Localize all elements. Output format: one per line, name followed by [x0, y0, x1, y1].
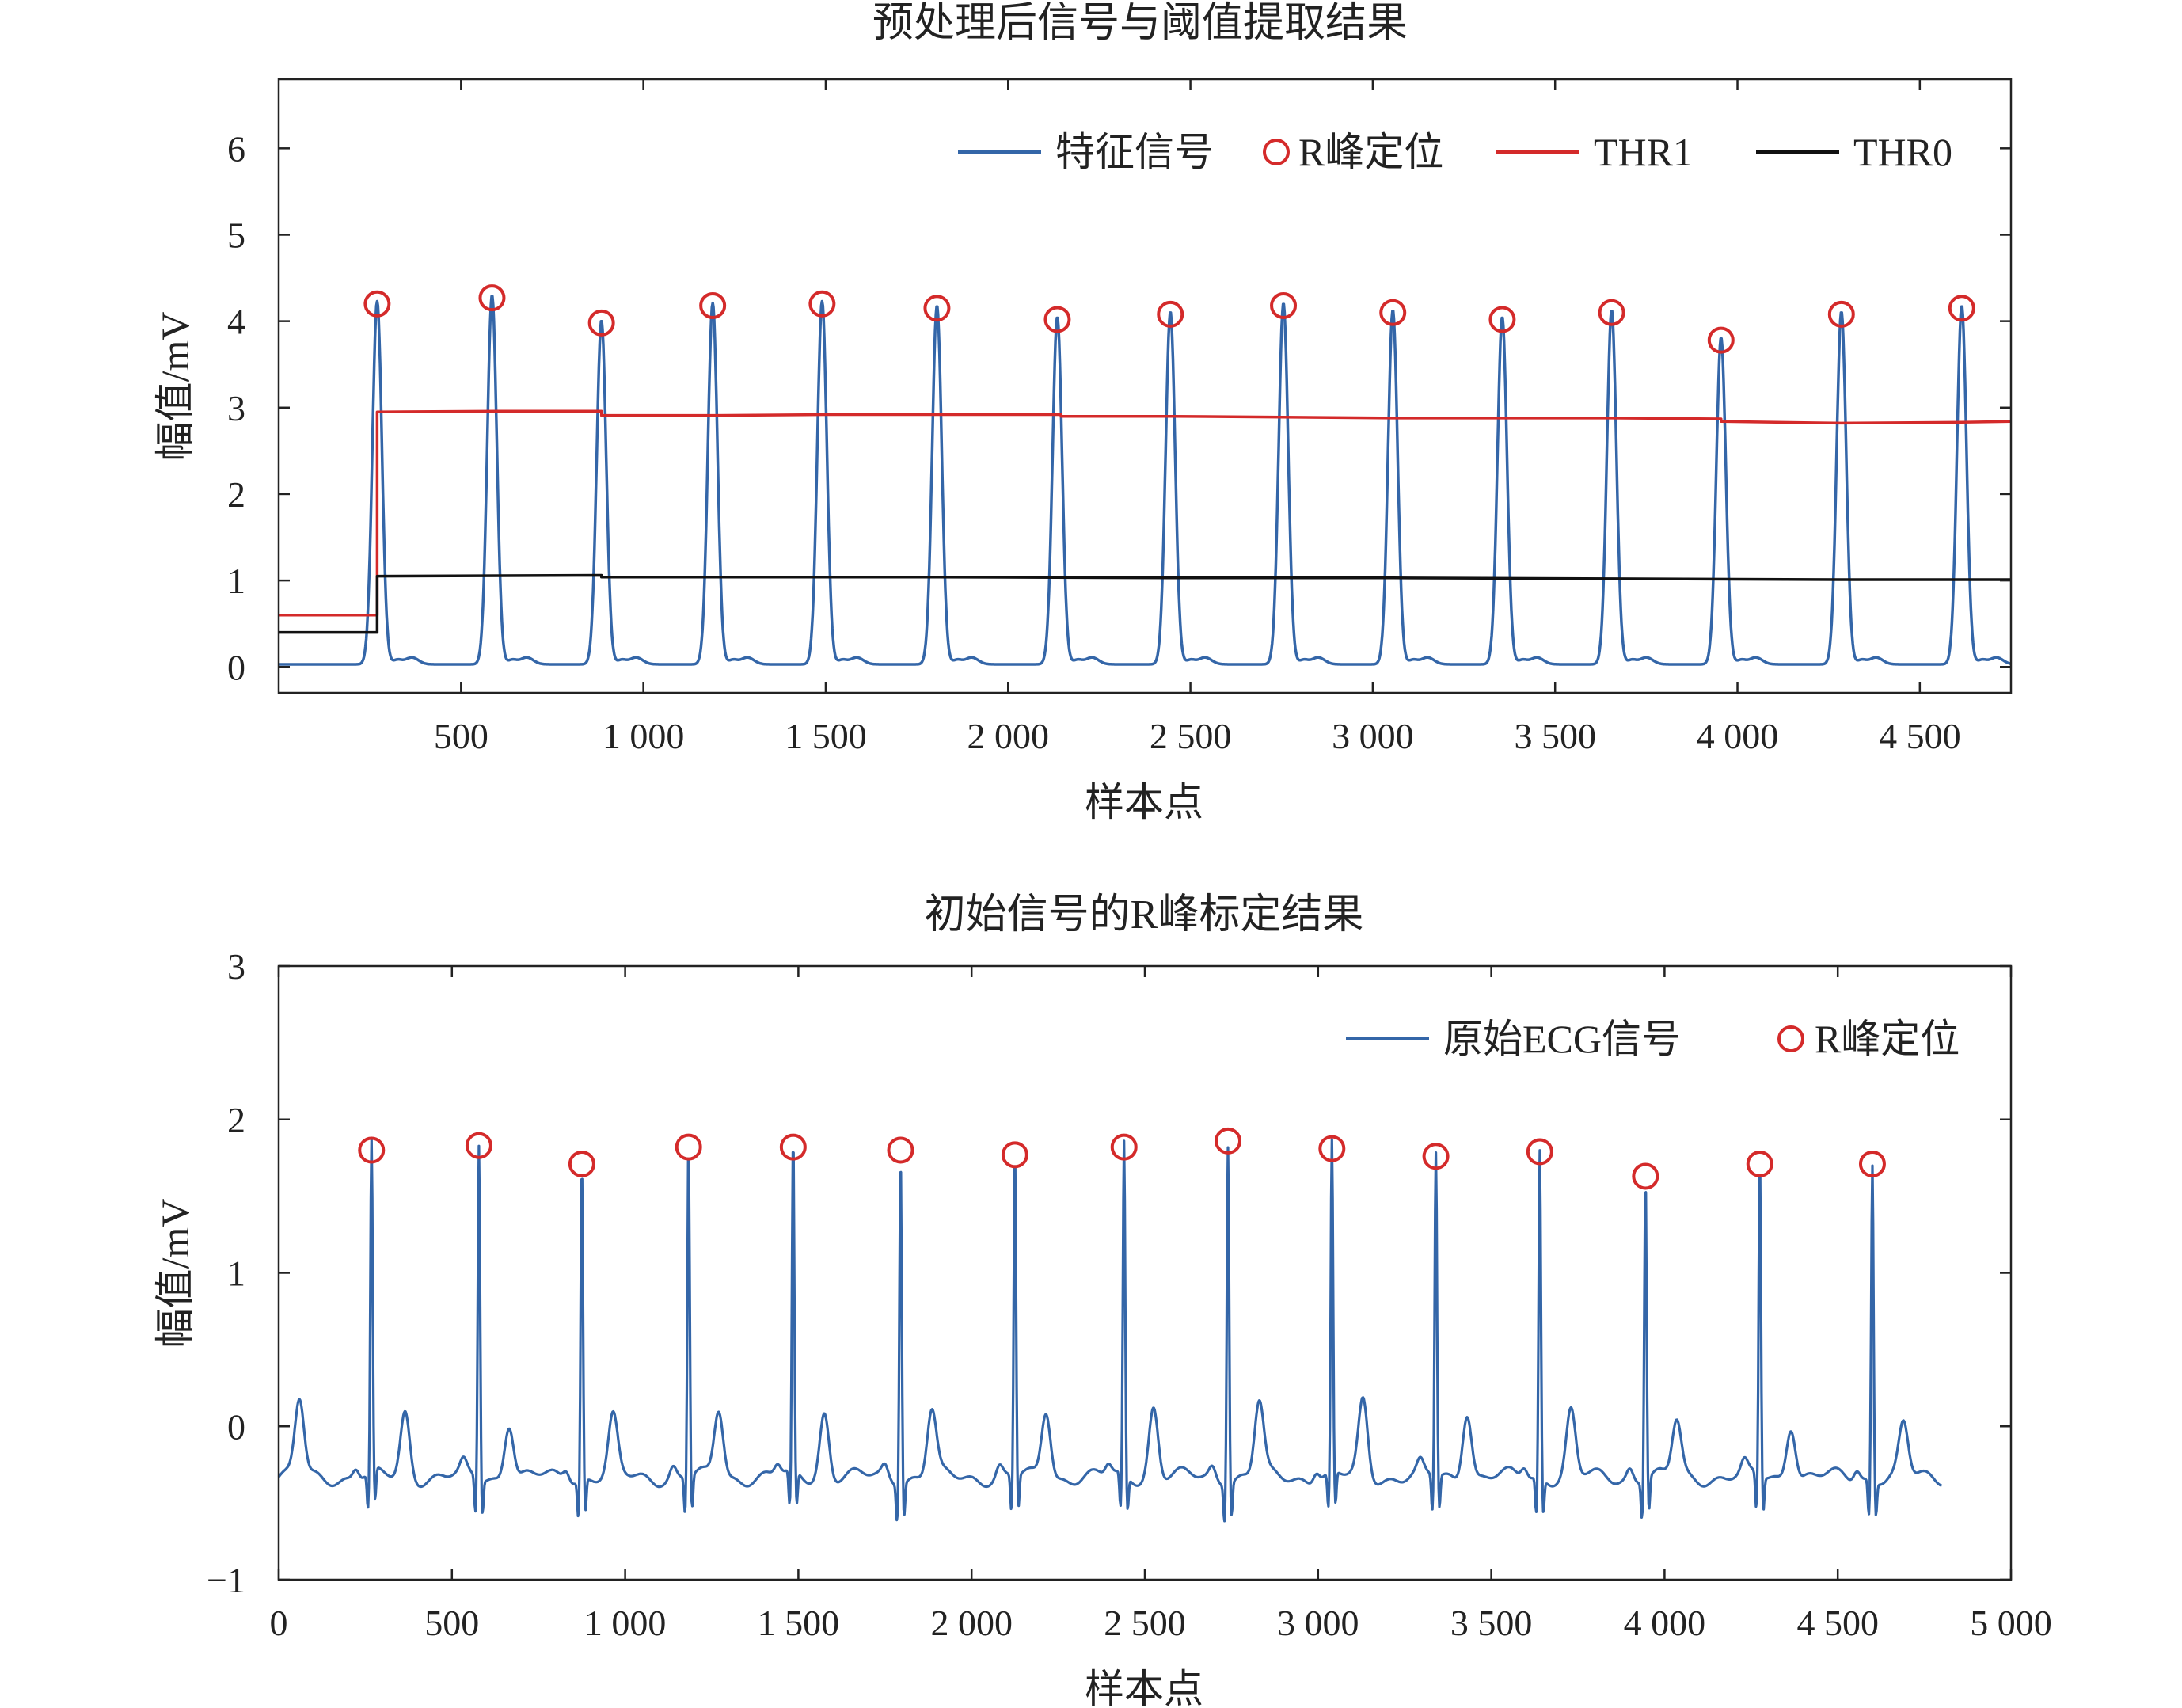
legend-label-r-peak: R峰定位	[1815, 1017, 1960, 1061]
series-thr1	[279, 409, 2012, 617]
r-peak-marker	[808, 290, 836, 318]
x-tick-label: 2 500	[1104, 1603, 1186, 1643]
r-peak-marker	[1827, 300, 1855, 328]
x-tick-label: 3 000	[1332, 716, 1414, 756]
series-thr0	[279, 573, 2011, 634]
axes: 0 500 1 000 1 500 2 000 2 500 3 000 3 500 4 000 4…	[207, 946, 2052, 1643]
chart-preprocessed-signal: 预处理后信号与阈值提取结果 500 1 000 1 500 2 000 2 500 3 0…	[153, 1, 2013, 824]
x-tick-label: 4 500	[1879, 716, 1961, 756]
x-tick-label: 4 500	[1796, 1603, 1879, 1643]
r-peak-marker	[1001, 1141, 1028, 1169]
r-peak-marker	[1043, 306, 1071, 333]
y-tick-label: −1	[207, 1560, 245, 1600]
x-tick-label: 2 500	[1150, 716, 1232, 756]
r-peak-marker	[363, 290, 391, 318]
legend: 特征信号 R峰定位 THR1 THR0	[958, 130, 1952, 174]
r-peak-marker	[1488, 306, 1516, 333]
y-tick-label: 3	[227, 946, 245, 987]
legend: 原始ECG信号 R峰定位	[1346, 1017, 1960, 1061]
r-peak-marker	[1318, 1135, 1346, 1162]
x-tick-label: 500	[434, 716, 488, 756]
r-peak-marker	[1526, 1138, 1553, 1166]
x-tick-label: 500	[424, 1603, 479, 1643]
x-axis-label: 样本点	[1085, 780, 1203, 824]
x-tick-label: 5 000	[1970, 1603, 2052, 1643]
legend-label-raw-ecg: 原始ECG信号	[1443, 1017, 1681, 1061]
y-axis-label: 幅值/mV	[153, 1199, 197, 1349]
chart-title: 预处理后信号与阈值提取结果	[872, 1, 1408, 46]
x-axis-label: 样本点	[1085, 1667, 1203, 1708]
series-feature-signal	[278, 295, 2012, 666]
r-peak-marker	[699, 291, 727, 319]
r-peak-marker	[1632, 1162, 1659, 1190]
legend-label-r-peak: R峰定位	[1298, 130, 1443, 174]
x-tick-label: 1 000	[603, 716, 685, 756]
r-peak-marker	[1422, 1143, 1450, 1170]
x-tick-label: 4 000	[1624, 1603, 1706, 1643]
r-peak-marker	[587, 309, 615, 337]
r-peak-marker	[887, 1136, 914, 1164]
r-peak-marker	[1379, 299, 1407, 326]
y-tick-label: 3	[227, 388, 245, 428]
x-tick-label: 1 500	[758, 1603, 840, 1643]
x-tick-label: 3 000	[1277, 1603, 1359, 1643]
y-tick-label: 1	[227, 561, 245, 601]
r-peak-marker	[675, 1133, 702, 1161]
r-peak-marker	[568, 1150, 595, 1177]
r-peak-marker	[779, 1133, 807, 1161]
r-peak-marker	[1858, 1150, 1886, 1177]
plot-area	[278, 295, 2012, 666]
chart-title: 初始信号的R峰标定结果	[925, 892, 1364, 938]
chart-raw-ecg: 初始信号的R峰标定结果 0 500 1 000 1 500 2 000 2 500 3 00…	[153, 892, 2052, 1708]
y-tick-label: 4	[227, 302, 245, 342]
x-tick-label: 1 500	[785, 716, 867, 756]
x-tick-label: 4 000	[1697, 716, 1779, 756]
x-tick-label: 1 000	[584, 1603, 667, 1643]
x-tick-label: 3 500	[1514, 716, 1596, 756]
r-peak-marker	[1598, 299, 1625, 326]
x-tick-label: 0	[270, 1603, 288, 1643]
y-tick-label: 0	[227, 1406, 245, 1447]
x-tick-label: 2 000	[930, 1603, 1013, 1643]
legend-label-thr1: THR1	[1594, 130, 1693, 174]
plot-area	[277, 1138, 1943, 1523]
axes: 500 1 000 1 500 2 000 2 500 3 000 3 500 4 000 4 …	[227, 79, 2011, 756]
legend-swatch-r-peak	[1777, 1025, 1804, 1052]
x-tick-label: 3 500	[1450, 1603, 1533, 1643]
y-tick-label: 5	[227, 215, 245, 255]
y-tick-label: 2	[227, 474, 245, 515]
series-raw-ecg	[277, 1138, 1943, 1523]
r-peak-marker	[1707, 326, 1735, 354]
r-peak-marker	[1746, 1150, 1773, 1177]
r-peak-marker	[1215, 1127, 1242, 1155]
y-tick-label: 2	[227, 1100, 245, 1140]
r-peak-marker	[358, 1136, 386, 1164]
legend-swatch-r-peak	[1263, 139, 1290, 165]
r-peak-marker	[923, 295, 951, 322]
r-peak-markers	[363, 284, 1975, 354]
y-tick-label: 1	[227, 1253, 245, 1294]
r-peak-marker	[478, 284, 506, 312]
r-peak-marker	[1948, 295, 1975, 322]
legend-label-feature-signal: 特征信号	[1055, 130, 1214, 174]
legend-label-thr0: THR0	[1853, 130, 1952, 174]
y-axis-label: 幅值/mV	[153, 312, 197, 462]
r-peak-markers	[358, 1127, 1886, 1190]
y-tick-label: 0	[227, 647, 245, 687]
r-peak-marker	[1270, 291, 1298, 319]
r-peak-marker	[465, 1132, 492, 1159]
x-tick-label: 2 000	[967, 716, 1050, 756]
plot-frame	[277, 78, 2013, 694]
y-tick-label: 6	[227, 128, 245, 169]
plot-frame	[277, 964, 2013, 1581]
r-peak-marker	[1110, 1133, 1138, 1161]
r-peak-marker	[1157, 300, 1184, 328]
